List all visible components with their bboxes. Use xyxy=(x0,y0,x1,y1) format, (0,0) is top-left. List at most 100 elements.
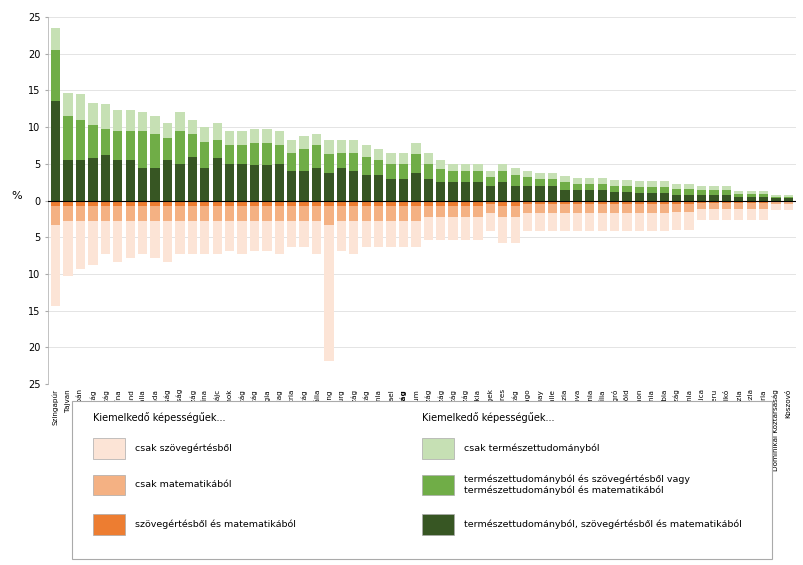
Bar xyxy=(187,221,197,254)
Bar xyxy=(287,171,296,201)
Bar xyxy=(225,131,234,146)
Bar xyxy=(473,182,482,201)
Bar xyxy=(585,184,593,190)
Bar xyxy=(783,198,793,201)
Bar xyxy=(622,213,631,232)
Bar xyxy=(473,164,482,171)
Bar xyxy=(708,195,718,201)
Bar xyxy=(746,201,755,203)
Bar xyxy=(671,205,680,212)
Bar xyxy=(138,168,147,201)
Bar xyxy=(113,221,122,262)
Bar xyxy=(658,205,668,213)
Bar xyxy=(175,112,185,131)
Bar xyxy=(324,201,333,206)
Bar xyxy=(88,206,97,221)
Bar xyxy=(336,153,345,168)
Bar xyxy=(225,206,234,221)
Bar xyxy=(125,221,135,258)
Bar xyxy=(721,201,730,203)
FancyBboxPatch shape xyxy=(72,401,771,559)
Bar xyxy=(349,221,358,254)
Bar xyxy=(683,212,693,230)
Bar xyxy=(671,184,680,189)
Text: szövegértésből és matematikából: szövegértésből és matematikából xyxy=(135,520,296,529)
Bar xyxy=(312,206,320,221)
Bar xyxy=(175,221,185,254)
Bar xyxy=(770,197,780,198)
Bar xyxy=(622,201,631,205)
Bar xyxy=(646,205,656,213)
Bar xyxy=(275,206,283,221)
Bar xyxy=(336,140,345,153)
Bar xyxy=(510,175,520,186)
Bar xyxy=(485,205,495,213)
Bar xyxy=(485,213,495,232)
Text: csak természettudományból: csak természettudományból xyxy=(463,444,599,453)
Bar xyxy=(646,181,656,188)
Bar xyxy=(163,201,172,206)
FancyBboxPatch shape xyxy=(422,475,453,496)
Bar xyxy=(510,206,520,218)
Text: természettudományból, szövegértésből és matematikából: természettudományból, szövegértésből és … xyxy=(463,520,741,529)
Bar xyxy=(100,129,110,155)
Bar xyxy=(622,180,631,186)
Bar xyxy=(299,206,308,221)
Bar xyxy=(585,178,593,184)
Bar xyxy=(721,186,730,190)
Bar xyxy=(435,169,445,182)
Bar xyxy=(547,205,556,213)
Bar xyxy=(237,146,247,164)
Bar xyxy=(473,201,482,206)
Bar xyxy=(225,201,234,206)
Bar xyxy=(349,171,358,201)
Bar xyxy=(212,124,222,140)
Bar xyxy=(423,201,433,206)
Bar xyxy=(547,179,556,186)
Bar xyxy=(287,140,296,153)
Bar xyxy=(733,197,743,201)
Bar xyxy=(460,201,470,206)
Bar xyxy=(100,103,110,129)
Bar xyxy=(523,205,532,213)
Bar xyxy=(275,221,283,254)
Bar xyxy=(622,192,631,201)
Bar xyxy=(435,182,445,201)
Bar xyxy=(560,201,569,205)
Bar xyxy=(498,201,507,206)
Bar xyxy=(138,206,147,221)
Bar xyxy=(212,140,222,158)
Bar xyxy=(448,218,457,240)
Bar xyxy=(746,208,755,220)
Bar xyxy=(361,206,370,221)
Bar xyxy=(733,201,743,203)
Bar xyxy=(88,125,97,158)
Bar xyxy=(386,206,395,221)
Bar xyxy=(658,193,668,201)
Bar xyxy=(237,164,247,201)
Bar xyxy=(585,201,593,205)
Bar xyxy=(634,188,643,193)
Bar xyxy=(671,189,680,195)
Y-axis label: %: % xyxy=(12,190,22,201)
Bar xyxy=(758,191,768,194)
Bar xyxy=(770,198,780,201)
Bar xyxy=(658,201,668,205)
FancyBboxPatch shape xyxy=(422,514,453,535)
Bar xyxy=(113,201,122,206)
Bar xyxy=(597,213,606,232)
Bar xyxy=(721,190,730,195)
Bar xyxy=(187,134,197,157)
Bar xyxy=(150,221,160,258)
Bar xyxy=(523,171,532,177)
Bar xyxy=(770,195,780,197)
Bar xyxy=(721,203,730,208)
Bar xyxy=(696,195,705,201)
Bar xyxy=(410,206,420,221)
Bar xyxy=(783,201,793,205)
Bar xyxy=(312,221,320,254)
Bar xyxy=(398,221,408,247)
Bar xyxy=(547,213,556,232)
Bar xyxy=(100,201,110,206)
Bar xyxy=(460,218,470,240)
